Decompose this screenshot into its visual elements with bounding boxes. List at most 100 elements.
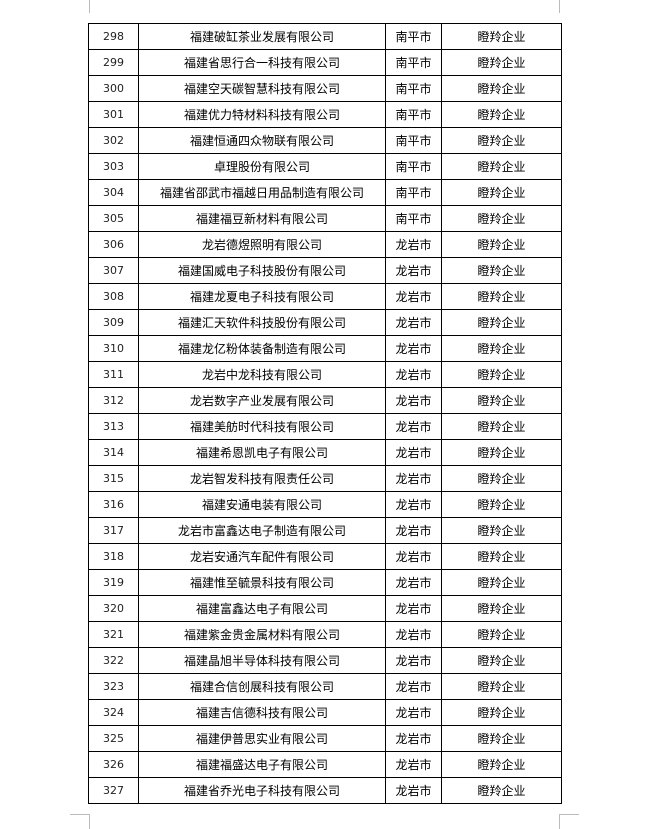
enterprise-type-cell: 瞪羚企业 — [441, 465, 562, 492]
row-number-cell: 300 — [88, 75, 139, 102]
enterprise-type-cell: 瞪羚企业 — [441, 751, 562, 778]
table-row: 306 龙岩德煜照明有限公司 龙岩市 瞪羚企业 — [88, 231, 562, 258]
row-number-cell: 319 — [88, 569, 139, 596]
row-number-cell: 303 — [88, 153, 139, 180]
row-number-cell: 320 — [88, 595, 139, 622]
city-cell: 龙岩市 — [385, 439, 442, 466]
city-cell: 龙岩市 — [385, 777, 442, 804]
city-cell: 龙岩市 — [385, 361, 442, 388]
enterprise-type-cell: 瞪羚企业 — [441, 127, 562, 154]
enterprise-type-cell: 瞪羚企业 — [441, 543, 562, 570]
table-row: 326 福建福盛达电子有限公司 龙岩市 瞪羚企业 — [88, 751, 562, 778]
enterprise-type-cell: 瞪羚企业 — [441, 699, 562, 726]
table-row: 311 龙岩中龙科技有限公司 龙岩市 瞪羚企业 — [88, 361, 562, 388]
company-name-cell: 福建安通电装有限公司 — [138, 491, 386, 518]
row-number-cell: 315 — [88, 465, 139, 492]
row-number-cell: 314 — [88, 439, 139, 466]
enterprise-type-cell: 瞪羚企业 — [441, 725, 562, 752]
enterprise-type-cell: 瞪羚企业 — [441, 777, 562, 804]
city-cell: 龙岩市 — [385, 621, 442, 648]
table-row: 315 龙岩智发科技有限责任公司 龙岩市 瞪羚企业 — [88, 465, 562, 492]
row-number-cell: 325 — [88, 725, 139, 752]
city-cell: 南平市 — [385, 49, 442, 76]
company-name-cell: 福建汇天软件科技股份有限公司 — [138, 309, 386, 336]
row-number-cell: 298 — [88, 23, 139, 50]
table-row: 314 福建希恩凯电子有限公司 龙岩市 瞪羚企业 — [88, 439, 562, 466]
city-cell: 龙岩市 — [385, 751, 442, 778]
table-row: 323 福建合信创展科技有限公司 龙岩市 瞪羚企业 — [88, 673, 562, 700]
table-row: 316 福建安通电装有限公司 龙岩市 瞪羚企业 — [88, 491, 562, 518]
enterprise-type-cell: 瞪羚企业 — [441, 153, 562, 180]
city-cell: 龙岩市 — [385, 335, 442, 362]
enterprise-type-cell: 瞪羚企业 — [441, 335, 562, 362]
enterprise-type-cell: 瞪羚企业 — [441, 387, 562, 414]
city-cell: 南平市 — [385, 205, 442, 232]
city-cell: 龙岩市 — [385, 413, 442, 440]
company-name-cell: 龙岩安通汽车配件有限公司 — [138, 543, 386, 570]
table-row: 302 福建恒通四众物联有限公司 南平市 瞪羚企业 — [88, 127, 562, 154]
enterprise-type-cell: 瞪羚企业 — [441, 23, 562, 50]
city-cell: 龙岩市 — [385, 309, 442, 336]
company-name-cell: 福建晶旭半导体科技有限公司 — [138, 647, 386, 674]
company-name-cell: 福建空天碳智慧科技有限公司 — [138, 75, 386, 102]
enterprise-type-cell: 瞪羚企业 — [441, 283, 562, 310]
city-cell: 南平市 — [385, 153, 442, 180]
city-cell: 龙岩市 — [385, 517, 442, 544]
table-row: 301 福建优力特材料科技有限公司 南平市 瞪羚企业 — [88, 101, 562, 128]
page-corner-mark — [559, 814, 560, 829]
page-corner-mark — [89, 814, 90, 829]
company-name-cell: 福建龙亿粉体装备制造有限公司 — [138, 335, 386, 362]
row-number-cell: 327 — [88, 777, 139, 804]
row-number-cell: 324 — [88, 699, 139, 726]
enterprise-type-cell: 瞪羚企业 — [441, 595, 562, 622]
enterprise-type-cell: 瞪羚企业 — [441, 621, 562, 648]
city-cell: 南平市 — [385, 127, 442, 154]
row-number-cell: 301 — [88, 101, 139, 128]
city-cell: 南平市 — [385, 23, 442, 50]
row-number-cell: 317 — [88, 517, 139, 544]
company-name-cell: 龙岩中龙科技有限公司 — [138, 361, 386, 388]
page-corner-mark — [559, 814, 579, 815]
row-number-cell: 316 — [88, 491, 139, 518]
enterprise-type-cell: 瞪羚企业 — [441, 517, 562, 544]
table-row: 321 福建紫金贵金属材料有限公司 龙岩市 瞪羚企业 — [88, 621, 562, 648]
company-name-cell: 福建伊普思实业有限公司 — [138, 725, 386, 752]
enterprise-type-cell: 瞪羚企业 — [441, 569, 562, 596]
row-number-cell: 313 — [88, 413, 139, 440]
row-number-cell: 304 — [88, 179, 139, 206]
table-row: 305 福建福豆新材料有限公司 南平市 瞪羚企业 — [88, 205, 562, 232]
company-name-cell: 福建美舫时代科技有限公司 — [138, 413, 386, 440]
table-row: 309 福建汇天软件科技股份有限公司 龙岩市 瞪羚企业 — [88, 309, 562, 336]
enterprise-type-cell: 瞪羚企业 — [441, 101, 562, 128]
company-name-cell: 龙岩数字产业发展有限公司 — [138, 387, 386, 414]
city-cell: 龙岩市 — [385, 231, 442, 258]
city-cell: 龙岩市 — [385, 491, 442, 518]
city-cell: 龙岩市 — [385, 699, 442, 726]
city-cell: 龙岩市 — [385, 595, 442, 622]
row-number-cell: 306 — [88, 231, 139, 258]
row-number-cell: 322 — [88, 647, 139, 674]
table-row: 324 福建吉信德科技有限公司 龙岩市 瞪羚企业 — [88, 699, 562, 726]
row-number-cell: 305 — [88, 205, 139, 232]
table-row: 313 福建美舫时代科技有限公司 龙岩市 瞪羚企业 — [88, 413, 562, 440]
city-cell: 龙岩市 — [385, 387, 442, 414]
table-row: 317 龙岩市富鑫达电子制造有限公司 龙岩市 瞪羚企业 — [88, 517, 562, 544]
enterprise-type-cell: 瞪羚企业 — [441, 309, 562, 336]
table-row: 312 龙岩数字产业发展有限公司 龙岩市 瞪羚企业 — [88, 387, 562, 414]
row-number-cell: 299 — [88, 49, 139, 76]
page-corner-mark — [70, 814, 90, 815]
city-cell: 龙岩市 — [385, 725, 442, 752]
company-name-cell: 福建省乔光电子科技有限公司 — [138, 777, 386, 804]
company-name-cell: 福建破缸茶业发展有限公司 — [138, 23, 386, 50]
enterprise-type-cell: 瞪羚企业 — [441, 179, 562, 206]
enterprise-table: 298 福建破缸茶业发展有限公司 南平市 瞪羚企业 299 福建省思行合一科技有限公司 南平… — [88, 23, 562, 804]
city-cell: 龙岩市 — [385, 283, 442, 310]
table-row: 319 福建惟至毓景科技有限公司 龙岩市 瞪羚企业 — [88, 569, 562, 596]
company-name-cell: 福建福盛达电子有限公司 — [138, 751, 386, 778]
row-number-cell: 308 — [88, 283, 139, 310]
company-name-cell: 福建龙夏电子科技有限公司 — [138, 283, 386, 310]
company-name-cell: 龙岩智发科技有限责任公司 — [138, 465, 386, 492]
company-name-cell: 福建合信创展科技有限公司 — [138, 673, 386, 700]
enterprise-type-cell: 瞪羚企业 — [441, 75, 562, 102]
city-cell: 龙岩市 — [385, 569, 442, 596]
